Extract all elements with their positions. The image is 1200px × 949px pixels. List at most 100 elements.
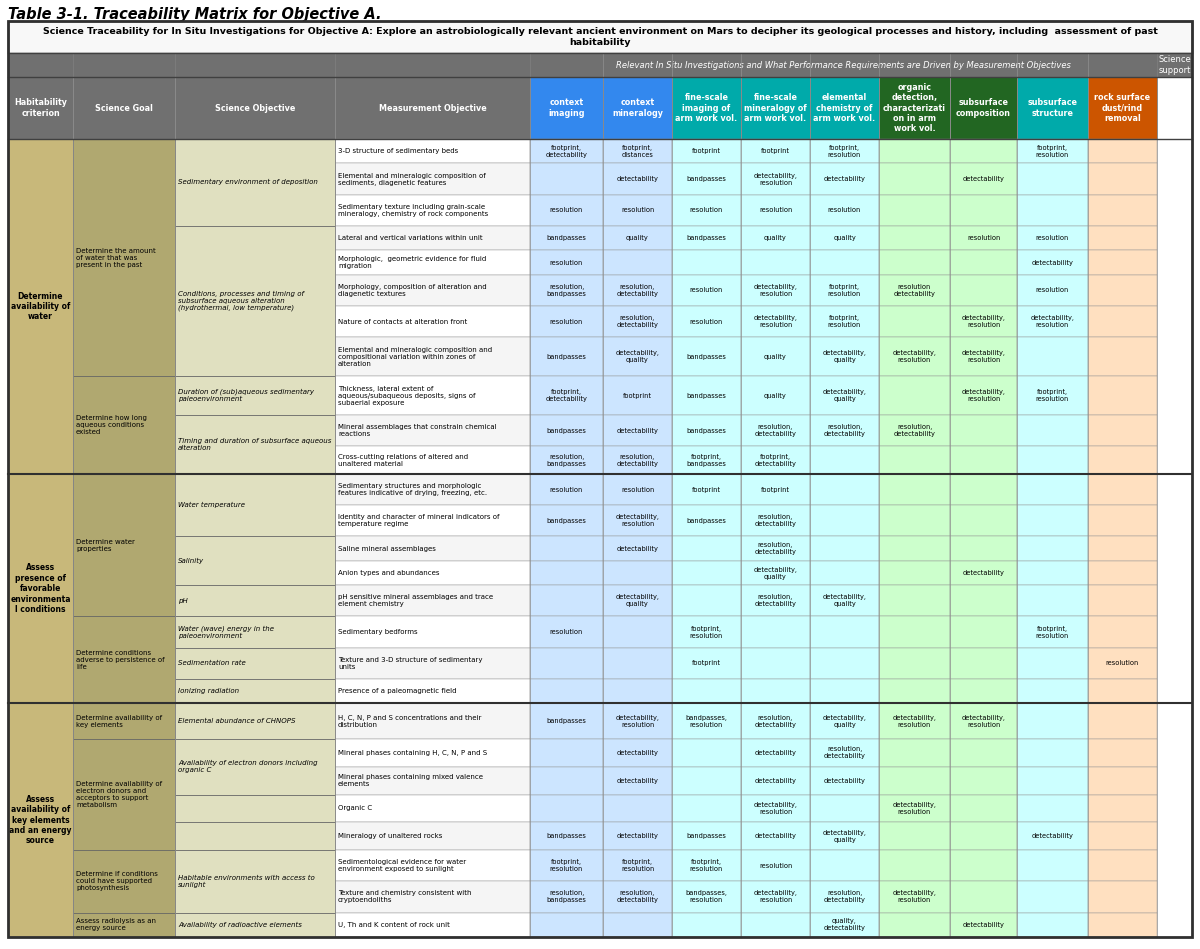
- Bar: [878, 913, 950, 937]
- Bar: [742, 882, 810, 913]
- Text: Mineral phases containing mixed valence
elements: Mineral phases containing mixed valence …: [338, 774, 482, 787]
- Bar: [950, 561, 1018, 586]
- Text: detectability,
quality: detectability, quality: [822, 829, 866, 843]
- Text: U, Th and K content of rock unit: U, Th and K content of rock unit: [338, 921, 450, 928]
- Bar: [73, 474, 175, 617]
- Bar: [878, 647, 950, 679]
- Bar: [1018, 251, 1088, 275]
- Text: footprint,
detectability: footprint, detectability: [755, 454, 797, 467]
- Bar: [604, 850, 672, 882]
- Bar: [742, 794, 810, 823]
- Bar: [742, 275, 810, 306]
- Text: detectability,
resolution: detectability, resolution: [754, 173, 798, 186]
- Text: 3-D structure of sedimentary beds: 3-D structure of sedimentary beds: [338, 148, 458, 155]
- Bar: [73, 703, 175, 739]
- Text: resolution,
bandpasses: resolution, bandpasses: [546, 284, 587, 297]
- Bar: [950, 139, 1018, 163]
- Text: resolution: resolution: [550, 207, 583, 214]
- Bar: [1088, 306, 1157, 337]
- Text: Thickness, lateral extent of
aqueous/subaqueous deposits, signs of
subaerial exp: Thickness, lateral extent of aqueous/sub…: [338, 385, 475, 405]
- Bar: [604, 163, 672, 195]
- Bar: [1018, 306, 1088, 337]
- Text: bandpasses: bandpasses: [546, 718, 587, 724]
- Text: detectability: detectability: [617, 833, 659, 839]
- Bar: [604, 195, 672, 226]
- Bar: [810, 561, 878, 586]
- Bar: [1018, 139, 1088, 163]
- Bar: [335, 586, 530, 617]
- Bar: [950, 337, 1018, 376]
- Bar: [175, 139, 335, 226]
- Bar: [950, 536, 1018, 561]
- Bar: [1088, 251, 1157, 275]
- Bar: [810, 913, 878, 937]
- Bar: [1018, 376, 1088, 415]
- Text: detectability,
resolution: detectability, resolution: [616, 715, 660, 728]
- Bar: [335, 337, 530, 376]
- Bar: [1018, 446, 1088, 474]
- Bar: [878, 275, 950, 306]
- Bar: [1018, 474, 1088, 505]
- Bar: [672, 794, 742, 823]
- Bar: [1018, 647, 1088, 679]
- Text: Water temperature: Water temperature: [178, 502, 245, 509]
- Bar: [810, 415, 878, 446]
- Text: resolution: resolution: [690, 288, 724, 293]
- Bar: [950, 679, 1018, 703]
- Bar: [878, 139, 950, 163]
- Bar: [530, 647, 604, 679]
- Text: detectability: detectability: [1032, 259, 1074, 266]
- Text: Sedimentary texture including grain-scale
mineralogy, chemistry of rock componen: Sedimentary texture including grain-scal…: [338, 204, 488, 216]
- Text: Presence of a paleomagnetic field: Presence of a paleomagnetic field: [338, 688, 456, 694]
- Bar: [950, 850, 1018, 882]
- Bar: [530, 561, 604, 586]
- Text: quality: quality: [833, 235, 856, 241]
- Text: Habitability
criterion: Habitability criterion: [14, 99, 67, 118]
- Bar: [1088, 446, 1157, 474]
- Bar: [878, 823, 950, 850]
- Text: detectability,
resolution: detectability, resolution: [893, 802, 936, 815]
- Text: Morphologic,  geometric evidence for fluid
migration: Morphologic, geometric evidence for flui…: [338, 256, 486, 269]
- Bar: [1088, 794, 1157, 823]
- Bar: [742, 306, 810, 337]
- Bar: [672, 647, 742, 679]
- Bar: [1088, 767, 1157, 794]
- Bar: [672, 913, 742, 937]
- Bar: [878, 415, 950, 446]
- Bar: [742, 739, 810, 767]
- Bar: [878, 679, 950, 703]
- Bar: [950, 647, 1018, 679]
- Bar: [175, 376, 335, 415]
- Bar: [950, 415, 1018, 446]
- Bar: [742, 617, 810, 647]
- Text: Elemental and mineralogic composition and
compositional variation within zones o: Elemental and mineralogic composition an…: [338, 346, 492, 366]
- Text: footprint: footprint: [692, 487, 721, 493]
- Bar: [530, 823, 604, 850]
- Bar: [742, 77, 810, 139]
- Text: Determine availability of
key elements: Determine availability of key elements: [76, 715, 162, 728]
- Bar: [672, 850, 742, 882]
- Text: Mineral assemblages that constrain chemical
reactions: Mineral assemblages that constrain chemi…: [338, 424, 497, 437]
- Bar: [1018, 226, 1088, 251]
- Text: organic
detection,
characterizati
on in arm
work vol.: organic detection, characterizati on in …: [883, 83, 946, 133]
- Bar: [1157, 53, 1192, 77]
- Bar: [530, 275, 604, 306]
- Bar: [672, 163, 742, 195]
- Bar: [175, 823, 335, 850]
- Bar: [604, 679, 672, 703]
- Bar: [1088, 139, 1157, 163]
- Text: Determine conditions
adverse to persistence of
life: Determine conditions adverse to persiste…: [76, 650, 164, 670]
- Bar: [335, 474, 530, 505]
- Bar: [530, 679, 604, 703]
- Text: bandpasses: bandpasses: [686, 354, 726, 360]
- Text: detectability: detectability: [617, 750, 659, 755]
- Bar: [175, 536, 335, 586]
- Bar: [810, 226, 878, 251]
- Text: Science Traceability for In Situ Investigations for Objective A: Explore an astr: Science Traceability for In Situ Investi…: [42, 28, 1158, 47]
- Text: quality,
detectability: quality, detectability: [823, 919, 865, 931]
- Bar: [950, 163, 1018, 195]
- Bar: [810, 376, 878, 415]
- Bar: [1018, 679, 1088, 703]
- Bar: [878, 536, 950, 561]
- Bar: [672, 505, 742, 536]
